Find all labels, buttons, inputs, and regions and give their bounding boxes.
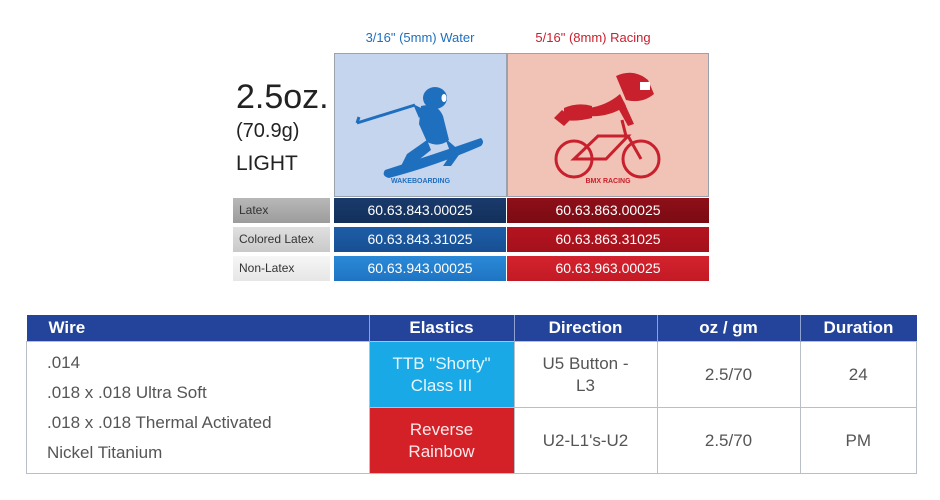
- oz-gm-cell: 2.5/70: [656, 407, 801, 474]
- direction-line: L3: [576, 375, 595, 395]
- racing-code-non-latex: 60.63.963.00025: [507, 256, 709, 281]
- water-code-colored-latex: 60.63.843.31025: [334, 227, 506, 252]
- weight-grams: (70.9g): [236, 120, 300, 142]
- wire-line: Nickel Titanium: [47, 443, 163, 462]
- header-direction: Direction: [514, 315, 658, 342]
- wire-line: .018 x .018 Thermal Activated: [47, 413, 272, 432]
- wakeboarder-icon: [355, 87, 483, 178]
- header-duration: Duration: [800, 315, 917, 342]
- bmx-racing-caption: BMX RACING: [585, 178, 631, 185]
- strength-label: LIGHT: [236, 152, 298, 175]
- header-wire: Wire: [26, 315, 370, 342]
- duration-cell: PM: [799, 407, 917, 474]
- header-elastics: Elastics: [369, 315, 515, 342]
- oz-gm-cell: 2.5/70: [656, 341, 801, 408]
- spec-table: Wire Elastics Direction oz / gm Duration…: [26, 315, 917, 474]
- direction-cell: U5 Button - L3: [513, 341, 658, 408]
- racing-column-label: 5/16" (8mm) Racing: [535, 30, 651, 45]
- racing-code-colored-latex: 60.63.863.31025: [507, 227, 709, 252]
- wakeboarding-panel: WAKEBOARDING: [334, 53, 507, 197]
- variant-label-latex: Latex: [233, 198, 330, 223]
- elastic-class: Class III: [410, 375, 473, 395]
- elastic-name: TTB "Shorty": [392, 353, 491, 373]
- wakeboarding-caption: WAKEBOARDING: [390, 178, 451, 185]
- table-row: .014 .018 x .018 Ultra Soft .018 x .018 …: [26, 341, 917, 474]
- racing-code-latex: 60.63.863.00025: [507, 198, 709, 223]
- spec-header-row: Wire Elastics Direction oz / gm Duration: [26, 315, 917, 342]
- elastic-class: Rainbow: [408, 441, 475, 461]
- elastic-name: Reverse: [409, 419, 474, 439]
- elastic-cell-reverse-rainbow: Reverse Rainbow: [368, 407, 515, 474]
- water-code-latex: 60.63.843.00025: [334, 198, 506, 223]
- wire-line: .018 x .018 Ultra Soft: [47, 383, 207, 402]
- variant-label-non-latex: Non-Latex: [233, 256, 330, 281]
- duration-cell: 24: [799, 341, 917, 408]
- water-code-non-latex: 60.63.943.00025: [334, 256, 506, 281]
- direction-line: U5 Button -: [542, 353, 629, 373]
- water-column-label: 3/16" (5mm) Water: [365, 30, 475, 45]
- table-row: Reverse Rainbow U2-L1's-U2 2.5/70 PM: [27, 407, 917, 474]
- weight-oz: 2.5oz.: [236, 78, 329, 116]
- variant-label-colored-latex: Colored Latex: [233, 227, 330, 252]
- wire-cell: .014 .018 x .018 Ultra Soft .018 x .018 …: [26, 341, 370, 474]
- wire-line: .014: [47, 353, 81, 372]
- elastic-cell-ttb-shorty: TTB "Shorty" Class III: [368, 341, 515, 408]
- bmx-rider-icon: [554, 72, 661, 179]
- bmx-racing-panel: BMX RACING: [507, 53, 709, 197]
- direction-cell: U2-L1's-U2: [513, 407, 658, 474]
- header-oz-gm: oz / gm: [657, 315, 801, 342]
